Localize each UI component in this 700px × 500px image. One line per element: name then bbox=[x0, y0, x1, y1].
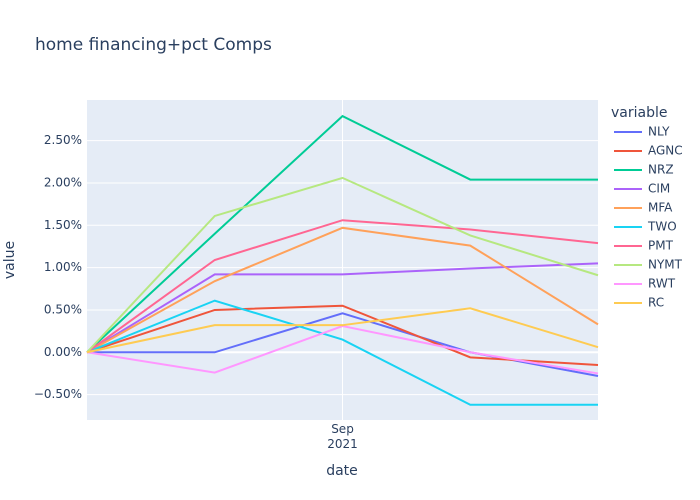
legend-label: NYMT bbox=[648, 258, 683, 272]
legend-label: RWT bbox=[648, 277, 676, 291]
series-line bbox=[86, 262, 599, 354]
series-line bbox=[86, 219, 599, 354]
y-tick-label: 0.50% bbox=[44, 302, 82, 316]
legend-label: AGNC bbox=[648, 144, 683, 158]
series-line bbox=[86, 299, 598, 406]
y-tick-label: 1.50% bbox=[44, 218, 82, 232]
chart-title: home financing+pct Comps bbox=[35, 35, 272, 55]
y-tick-label: −0.50% bbox=[34, 387, 82, 401]
y-tick-label: 2.50% bbox=[44, 133, 82, 147]
x-axis-title: date bbox=[326, 463, 358, 479]
legend-label: CIM bbox=[648, 182, 670, 196]
series-line bbox=[86, 114, 598, 354]
series-line bbox=[86, 176, 599, 353]
legend-label: MFA bbox=[648, 201, 673, 215]
legend-label: RC bbox=[648, 296, 664, 310]
y-tick-label: 2.00% bbox=[44, 175, 82, 189]
x-tick-label: Sep 2021 bbox=[327, 422, 358, 451]
legend-label: PMT bbox=[648, 239, 674, 253]
legend-title: variable bbox=[611, 105, 667, 121]
legend-label: NLY bbox=[648, 125, 670, 139]
y-axis-title: value bbox=[2, 241, 18, 279]
y-tick-label: 1.00% bbox=[44, 260, 82, 274]
legend-label: TWO bbox=[647, 220, 677, 234]
series-line bbox=[86, 307, 599, 354]
y-tick-label: 0.00% bbox=[44, 345, 82, 359]
series-line bbox=[86, 226, 599, 354]
legend-label: NRZ bbox=[648, 163, 674, 177]
